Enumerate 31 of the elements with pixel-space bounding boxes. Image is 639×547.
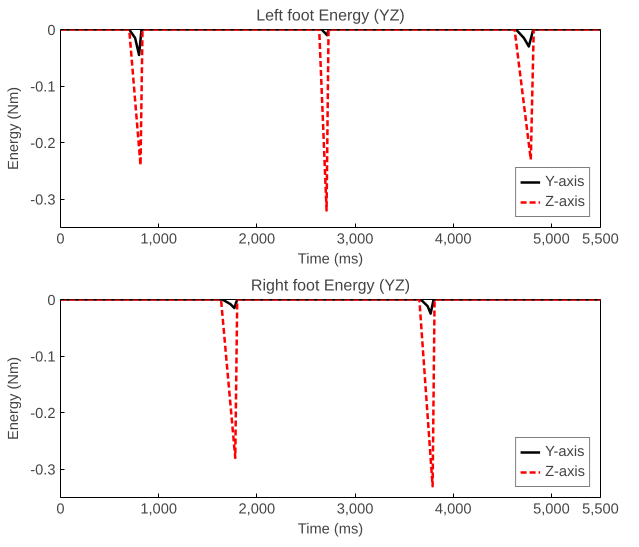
legend-label: Z-axis [545,194,585,210]
legend-label: Y-axis [545,174,584,190]
x-tick-label: 1,000 [140,232,178,248]
y-tick-label: 0 [47,23,56,39]
y-tick-label: -0.1 [30,80,56,96]
y-tick-label: -0.2 [30,406,56,422]
line-series [60,30,600,212]
y-tick-label: 0 [47,293,56,309]
x-tick-label: 3,000 [336,232,374,248]
chart-title: Right foot Energy (YZ) [250,278,410,294]
legend-label: Y-axis [545,444,584,460]
y-tick-label: -0.1 [30,350,56,366]
x-tick-label: 4,000 [434,502,472,518]
y-tick-label: -0.3 [30,192,56,209]
x-tick-label: 4,000 [434,232,472,248]
x-axis-title: Time (ms) [298,252,364,268]
x-tick-label: 2,000 [238,502,276,518]
x-tick-label: 5,000 [533,232,570,248]
y-axis-title: Energy (Nm) [6,86,22,170]
x-tick-label: 5,500 [582,232,619,248]
y-tick-label: -0.2 [30,136,56,152]
x-tick-label: 3,000 [336,502,374,518]
x-tick-label: 2,000 [238,232,276,248]
y-tick-label: -0.3 [30,462,56,479]
legend-label: Z-axis [545,464,585,480]
y-axis-title: Energy (Nm) [6,356,22,440]
x-tick-label: 5,500 [582,502,619,518]
x-tick-label: 1,000 [140,502,178,518]
x-tick-label: 5,000 [533,502,570,518]
x-axis-title: Time (ms) [298,522,364,538]
chart-title: Left foot Energy (YZ) [256,8,405,24]
